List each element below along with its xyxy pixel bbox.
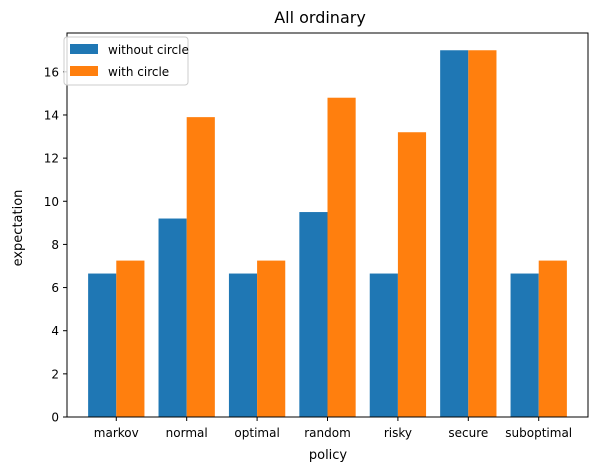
x-tick-label: optimal bbox=[234, 426, 279, 440]
bar bbox=[88, 273, 117, 417]
x-tick-label: risky bbox=[384, 426, 412, 440]
y-tick-label: 0 bbox=[51, 411, 59, 425]
bar bbox=[369, 273, 398, 417]
y-tick-label: 2 bbox=[51, 367, 59, 381]
x-tick-label: secure bbox=[448, 426, 488, 440]
legend-swatch bbox=[70, 44, 98, 54]
bar bbox=[158, 218, 187, 417]
bar bbox=[257, 260, 286, 417]
axes-layer: 0 2 4 6 8 10 12 14 16 markov normal optimal random ri… bbox=[44, 32, 589, 440]
bar bbox=[299, 212, 328, 417]
bar bbox=[510, 273, 539, 417]
y-tick-label: 12 bbox=[44, 152, 59, 166]
bar bbox=[397, 132, 427, 417]
bar bbox=[186, 117, 215, 418]
x-tick-label: random bbox=[304, 426, 351, 440]
bar bbox=[538, 260, 567, 417]
y-tick-label: 6 bbox=[51, 281, 59, 295]
bar bbox=[440, 50, 469, 418]
y-tick-label: 8 bbox=[51, 238, 59, 252]
legend-label: without circle bbox=[108, 43, 189, 57]
legend-swatch bbox=[70, 66, 98, 76]
x-tick-label: normal bbox=[166, 426, 208, 440]
y-tick-label: 4 bbox=[51, 324, 59, 338]
y-tick-label: 14 bbox=[44, 108, 59, 122]
x-axis-label: policy bbox=[309, 448, 348, 463]
y-tick-label: 10 bbox=[44, 195, 59, 209]
bar bbox=[116, 260, 145, 417]
x-tick-label: suboptimal bbox=[505, 426, 572, 440]
x-tick-label: markov bbox=[94, 426, 139, 440]
legend: without circle with circle bbox=[63, 36, 189, 86]
legend-label: with circle bbox=[108, 65, 169, 79]
bar bbox=[327, 97, 356, 417]
bar bbox=[468, 50, 497, 418]
y-tick-label: 16 bbox=[44, 65, 59, 79]
chart-title: All ordinary bbox=[274, 8, 366, 27]
y-axis-label: expectation bbox=[11, 190, 26, 267]
bars-layer bbox=[88, 50, 567, 418]
bar bbox=[228, 273, 258, 417]
